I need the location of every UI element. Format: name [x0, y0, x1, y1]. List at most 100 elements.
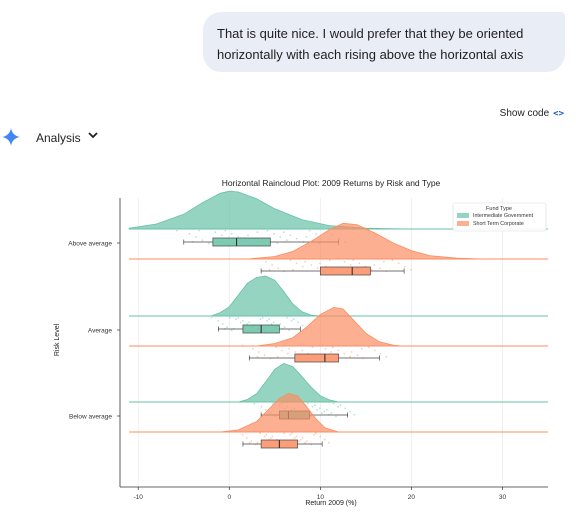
code-icon: <>: [553, 108, 564, 119]
x-axis-label: Return 2009 (%): [305, 500, 356, 507]
rain-point: [198, 229, 200, 232]
rain-point: [335, 415, 337, 418]
rain-point: [313, 433, 315, 436]
rain-point: [349, 410, 351, 413]
rain-point: [355, 344, 357, 347]
rain-point: [301, 265, 304, 268]
rain-point: [256, 355, 259, 358]
rain-point: [299, 438, 302, 441]
rain-point: [295, 262, 298, 265]
rain-point: [308, 430, 311, 433]
rain-point: [286, 352, 289, 355]
rain-point: [403, 265, 406, 268]
rain-point: [298, 440, 300, 443]
rain-point: [266, 229, 269, 232]
rain-point: [220, 234, 223, 237]
show-code-button[interactable]: Show code <>: [500, 108, 564, 119]
rain-point: [323, 410, 326, 413]
rain-point: [288, 347, 291, 350]
rain-point: [276, 242, 279, 245]
rain-point: [337, 405, 339, 408]
rain-point: [295, 435, 298, 438]
rain-point: [292, 318, 295, 321]
rain-point: [352, 259, 355, 262]
rain-point: [271, 402, 274, 405]
rain-point: [221, 323, 224, 325]
rain-point: [330, 412, 333, 415]
rain-point: [314, 432, 317, 435]
rain-point: [306, 440, 308, 443]
rain-point: [289, 259, 292, 262]
rain-point: [311, 346, 314, 349]
rain-point: [370, 268, 373, 271]
x-tick-label: 30: [499, 494, 507, 501]
rain-point: [284, 430, 287, 433]
rain-point: [304, 260, 307, 263]
rain-point: [252, 347, 254, 350]
rain-point: [259, 318, 262, 321]
rain-point: [268, 318, 271, 321]
chevron-down-icon[interactable]: [88, 131, 98, 142]
rain-point: [368, 346, 370, 349]
rain-point: [325, 409, 328, 411]
rain-point: [314, 404, 316, 407]
rain-point: [248, 321, 251, 324]
rain-point: [308, 229, 311, 232]
rain-point: [263, 354, 266, 357]
x-tick-label: -10: [134, 494, 144, 501]
rain-point: [265, 409, 267, 411]
rain-point: [373, 264, 375, 266]
rain-point: [214, 231, 217, 234]
rain-point: [360, 347, 363, 350]
rain-point: [297, 321, 300, 324]
rain-point: [259, 432, 262, 435]
rain-point: [235, 430, 238, 433]
rain-point: [379, 352, 382, 355]
rain-point: [277, 267, 280, 270]
rain-point: [324, 347, 327, 350]
rain-point: [318, 407, 321, 410]
y-tick-label: Above average: [68, 241, 112, 248]
rain-point: [307, 402, 309, 405]
rain-point: [292, 268, 294, 271]
rain-point: [253, 430, 255, 433]
rain-point: [201, 239, 204, 242]
rain-point: [271, 264, 273, 266]
rain-point: [304, 441, 307, 444]
rain-point: [274, 257, 277, 260]
rain-point: [261, 430, 263, 433]
rain-point: [323, 438, 326, 441]
rain-point: [319, 262, 321, 265]
user-message-text: That is quite nice. I would prefer that …: [217, 26, 524, 62]
rain-point: [235, 318, 238, 321]
rain-point: [350, 351, 353, 353]
rain-point: [246, 437, 248, 439]
rain-point: [332, 402, 335, 405]
rain-point: [337, 349, 340, 352]
rain-point: [298, 257, 300, 260]
rain-point: [282, 231, 285, 234]
rain-point: [328, 259, 331, 262]
rain-point: [239, 321, 242, 324]
analysis-label[interactable]: Analysis: [36, 131, 81, 145]
rain-point: [330, 351, 333, 353]
rain-point: [230, 329, 233, 332]
rain-point: [293, 437, 296, 439]
rain-point: [279, 323, 282, 325]
legend-title: Fund Type: [486, 206, 512, 212]
rain-point: [331, 346, 334, 349]
rain-point: [328, 441, 330, 444]
user-message-bubble: That is quite nice. I would prefer that …: [203, 12, 565, 72]
rain-point: [207, 242, 210, 245]
gemini-spark-icon: [2, 128, 20, 146]
rain-point: [320, 412, 323, 415]
rain-point: [373, 349, 376, 352]
rain-point: [397, 262, 400, 265]
rain-point: [226, 326, 229, 329]
chart-svg: Horizontal Raincloud Plot: 2009 Returns …: [54, 178, 548, 507]
rain-point: [228, 316, 231, 319]
rain-point: [257, 351, 260, 353]
rain-point: [248, 441, 251, 444]
rain-point: [288, 329, 291, 332]
rain-point: [316, 409, 318, 411]
